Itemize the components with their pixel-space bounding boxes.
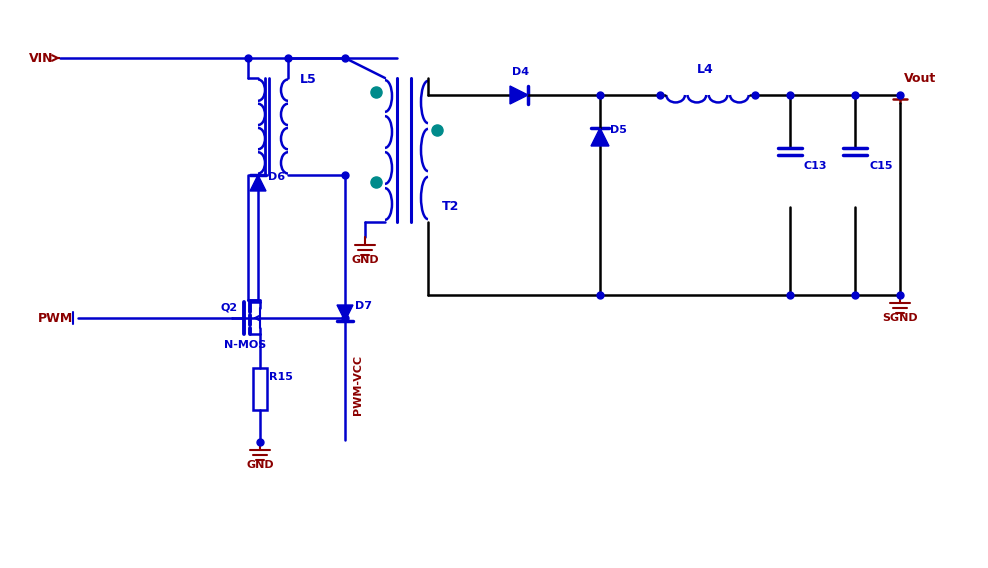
Polygon shape	[337, 305, 353, 321]
Text: C13: C13	[804, 161, 828, 171]
Polygon shape	[591, 128, 609, 146]
Text: SGND: SGND	[882, 313, 918, 323]
Text: C15: C15	[869, 161, 892, 171]
Text: D7: D7	[355, 301, 372, 311]
Text: D6: D6	[268, 172, 286, 182]
Text: PWM-VCC: PWM-VCC	[353, 355, 363, 415]
Polygon shape	[510, 86, 528, 104]
Text: Vout: Vout	[904, 72, 937, 85]
Text: GND: GND	[351, 255, 378, 265]
Text: Q2: Q2	[220, 302, 237, 312]
Text: GND: GND	[246, 460, 274, 470]
Text: D5: D5	[610, 125, 626, 135]
Text: T2: T2	[442, 200, 459, 213]
Text: PWM: PWM	[38, 311, 73, 324]
Text: N-MOS: N-MOS	[224, 340, 266, 350]
Text: R15: R15	[269, 372, 292, 382]
Text: L4: L4	[697, 63, 713, 76]
Text: D4: D4	[512, 67, 530, 77]
Bar	[253, 368, 267, 410]
Text: L5: L5	[300, 73, 317, 86]
Text: VIN: VIN	[29, 52, 53, 65]
Polygon shape	[250, 175, 266, 191]
